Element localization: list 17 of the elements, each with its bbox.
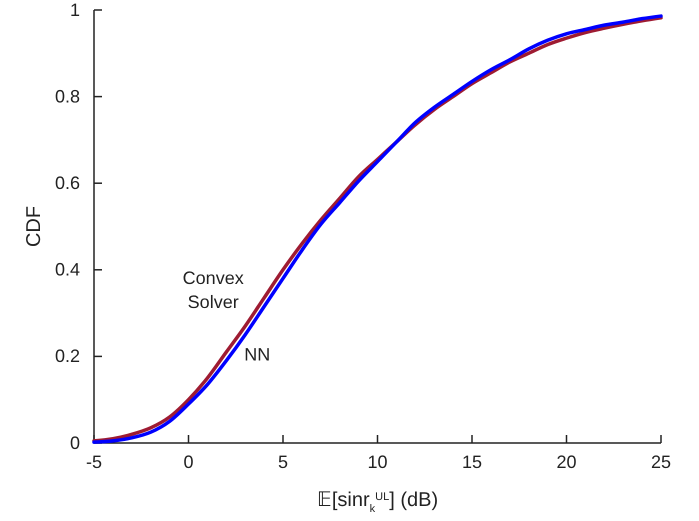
y-tick-label: 0.2	[54, 346, 80, 366]
x-tick-label: 0	[183, 452, 194, 472]
series-label: Convex Solver	[182, 268, 244, 312]
y-tick-label: 0.8	[54, 86, 80, 106]
x-tick-label: 25	[650, 452, 672, 472]
x-tick-label: 10	[367, 452, 388, 472]
x-tick-label: 15	[462, 452, 482, 472]
y-tick-label: 0	[70, 432, 80, 453]
y-tick-label: 0.6	[54, 172, 80, 193]
x-tick-label: 5	[278, 452, 288, 472]
x-tick-label: -5	[86, 452, 102, 472]
y-axis-title: CDF	[23, 206, 45, 248]
series-label: NN	[244, 344, 270, 365]
x-axis-title: 𝔼[sinr$_{k}$$^{UL}$] (dB)	[316, 489, 438, 515]
x-tick-label: 20	[556, 452, 577, 472]
y-tick-label: 0.4	[54, 260, 80, 280]
y-tick-label: 1	[70, 0, 80, 20]
